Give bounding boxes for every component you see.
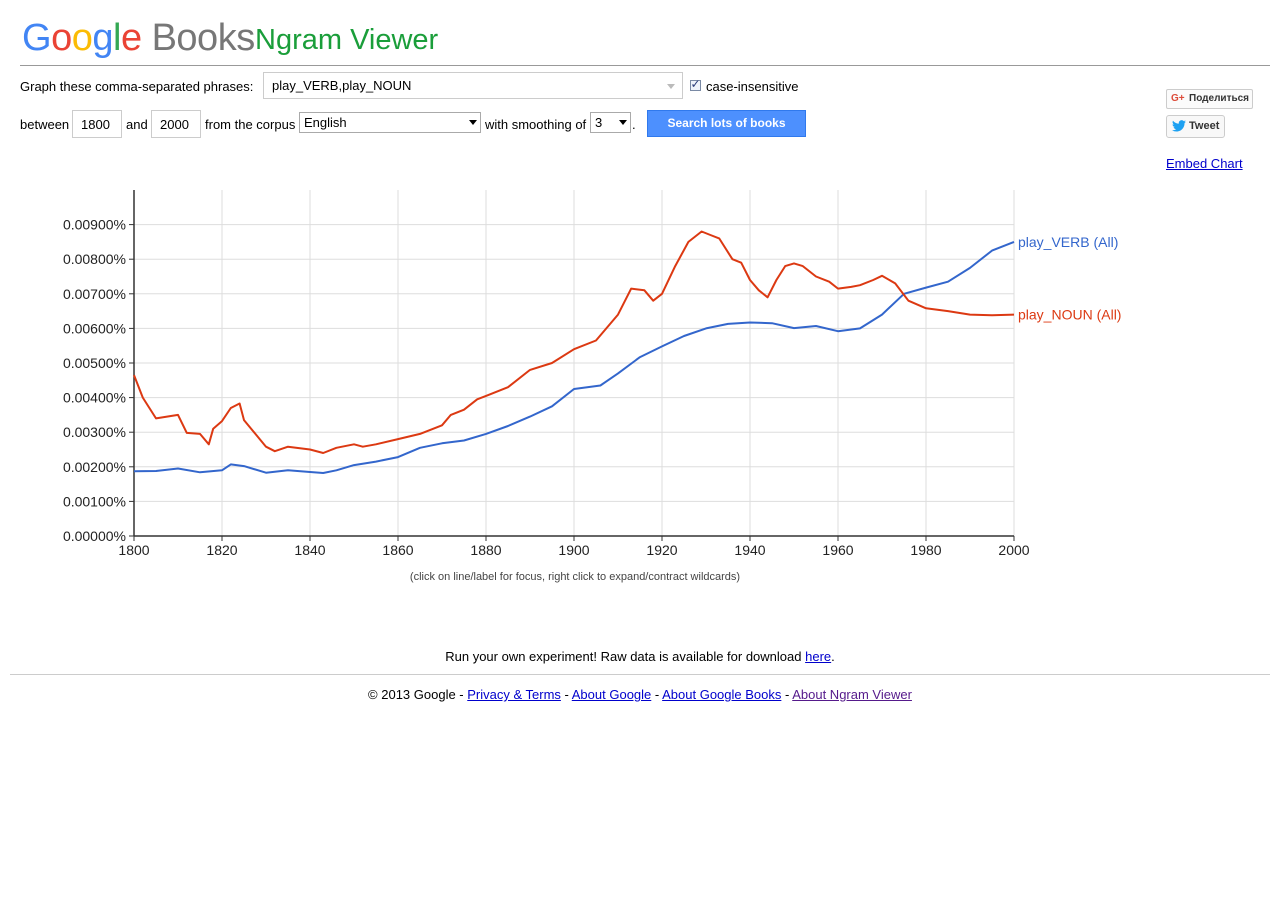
y-tick-label: 0.00900% [63,217,126,233]
tweet-button[interactable]: Tweet [1166,115,1225,138]
x-tick-label: 1980 [910,542,941,558]
privacy-terms-link[interactable]: Privacy & Terms [467,687,561,702]
about-google-link[interactable]: About Google [571,687,652,702]
raw-data-note: Run your own experiment! Raw data is ava… [0,649,1280,664]
series-label-0[interactable]: play_VERB (All) [1018,234,1118,250]
search-button[interactable]: Search lots of books [647,110,806,137]
phrases-dropdown-icon [667,84,675,89]
y-tick-label: 0.00700% [63,286,126,302]
x-tick-label: 1820 [206,542,237,558]
corpus-select[interactable]: English [299,112,481,133]
x-tick-label: 1880 [470,542,501,558]
case-insensitive-label: case-insensitive [706,79,799,94]
ngram-chart: 1800 1820 1840 1860 1880 1900 1920 1940 1960 1980… [63,190,1121,558]
phrases-label: Graph these comma-separated phrases: [20,79,254,94]
corpus-label: from the corpus [205,117,296,132]
raw-data-download-link[interactable]: here [805,649,832,664]
period-text: . [632,117,636,132]
twitter-bird-icon [1172,120,1186,132]
x-tick-label: 1940 [734,542,765,558]
y-tick-label: 0.00400% [63,390,126,406]
phrases-input[interactable] [263,72,683,99]
page-title: Ngram Viewer [255,24,439,56]
share-label: Поделиться [1189,93,1250,104]
about-google-books-link[interactable]: About Google Books [662,687,782,702]
series-line-1[interactable] [133,230,1015,454]
about-ngram-viewer-link[interactable]: About Ngram Viewer [792,687,912,702]
y-tick-label: 0.00200% [63,459,126,475]
x-tick-label: 1860 [382,542,413,558]
checkmark-icon: ✓ [690,77,701,91]
google-books-logo[interactable]: Google Books [22,17,256,59]
x-tick-label: 1900 [558,542,589,558]
y-tick-label: 0.00100% [63,493,126,509]
corpus-dropdown-icon [469,120,477,125]
raw-data-text: Run your own experiment! Raw data is ava… [445,649,806,664]
y-tick-label: 0.00000% [63,528,126,544]
tweet-label: Tweet [1189,120,1220,132]
embed-chart-link[interactable]: Embed Chart [1166,156,1243,171]
year-start-input[interactable] [72,110,122,138]
x-tick-label: 1920 [646,542,677,558]
header-divider [20,65,1270,66]
y-tick-label: 0.00600% [63,320,126,336]
footer-divider [10,674,1270,675]
y-tick-label: 0.00300% [63,424,126,440]
footer-separator: - [781,687,793,702]
gplus-share-button[interactable]: G+ Поделиться [1166,89,1253,109]
y-tick-label: 0.00800% [63,251,126,267]
copyright-text: © 2013 Google - [368,687,468,702]
footer-separator: - [560,687,572,702]
smoothing-select[interactable]: 3 [590,112,631,133]
smoothing-dropdown-icon [619,120,627,125]
chart-hint: (click on line/label for focus, right cl… [409,571,741,583]
x-tick-label: 1800 [118,542,149,558]
x-tick-label: 1840 [294,542,325,558]
series-line-0[interactable] [133,240,1015,474]
footer-separator: - [651,687,663,702]
smoothing-label: with smoothing of [485,117,587,132]
footer: © 2013 Google - Privacy & Terms - About … [0,687,1280,702]
x-tick-label: 2000 [998,542,1029,558]
books-wordmark: Books [151,17,256,59]
y-tick-label: 0.00500% [63,355,126,371]
and-label: and [126,117,148,132]
case-insensitive-checkbox[interactable] [690,80,701,91]
series-label-1[interactable]: play_NOUN (All) [1018,307,1121,323]
year-end-input[interactable] [151,110,201,138]
gplus-icon: G+ [1171,93,1185,104]
between-label: between [20,117,70,132]
raw-data-period: . [831,649,835,664]
x-tick-label: 1960 [822,542,853,558]
